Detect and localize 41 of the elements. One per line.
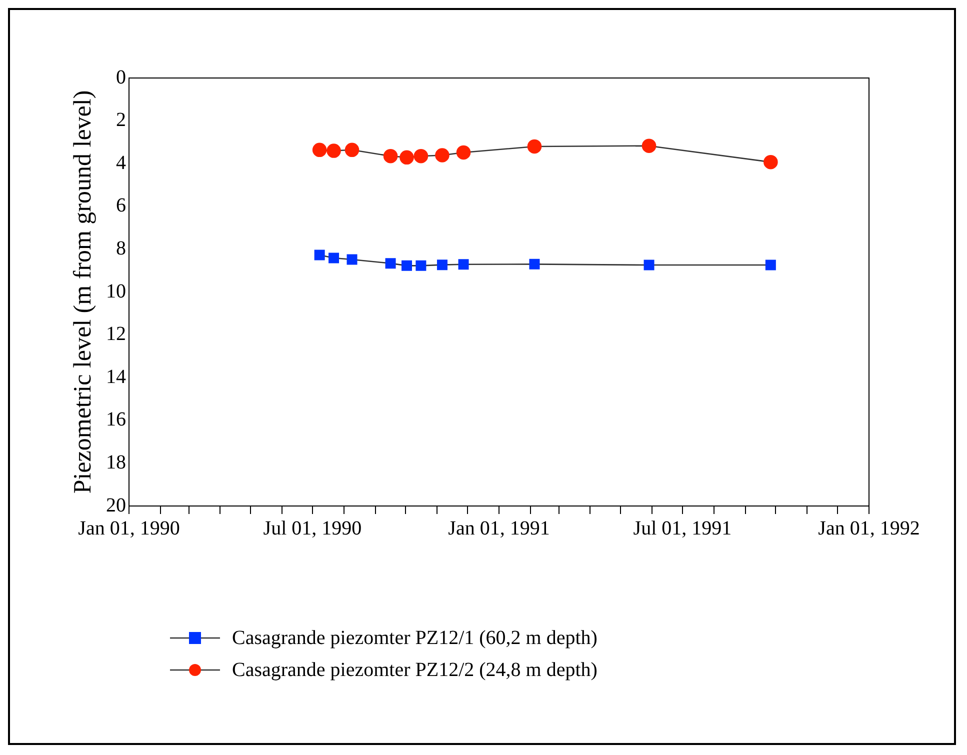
y-tick-label: 10 [106,280,126,302]
point [346,254,358,265]
point [416,260,426,271]
point [644,260,654,270]
y-tick-label: 0 [116,66,126,88]
point [527,139,542,154]
x-tick-label: Jul 01, 1990 [263,517,362,540]
x-tick-label: Jan 01, 1992 [818,517,920,540]
point [326,144,341,158]
point [456,145,471,160]
point [414,148,428,164]
y-tick-label: 18 [106,451,126,474]
x-tick-label: Jan 01, 1990 [78,517,180,540]
y-tick-label: 8 [116,237,126,260]
y-tick-label: 16 [106,408,126,431]
point [402,260,412,271]
point [383,148,398,164]
point [529,258,540,270]
y-tick-label: 2 [116,109,126,132]
y-tick-label: 12 [106,323,126,346]
point [344,142,360,158]
point [764,154,778,170]
point [642,138,656,153]
point [400,150,414,165]
x-tick-label: Jan 01, 1991 [448,517,550,540]
y-tick-label: 6 [116,194,126,217]
point [328,252,340,264]
point [314,250,325,260]
point [435,148,450,162]
y-tick-label: 20 [106,494,126,516]
point [312,142,327,158]
y-tick-label: 14 [106,366,126,388]
legend-label: Casagrande piezomter PZ12/1 (60,2 m depth) [232,626,598,650]
x-tick-label: Jul 01, 1991 [633,517,732,540]
y-axis-title: Piezometric level (m from ground level) [70,90,97,494]
y-tick-label: 4 [116,152,126,174]
point [458,259,469,270]
point [765,260,776,270]
point [385,258,396,269]
point [436,260,448,270]
legend-label: Casagrande piezomter PZ12/2 (24,8 m depth) [232,658,598,682]
